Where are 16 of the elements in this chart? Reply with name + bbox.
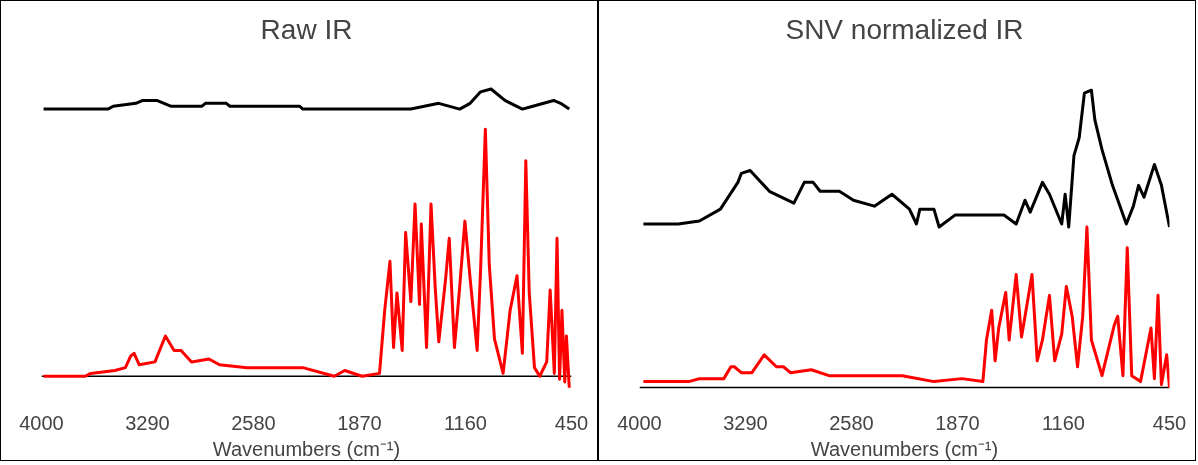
x-tick-label: 3290 [125,411,170,434]
x-tick-label: 4000 [617,411,662,434]
chart-title: SNV normalized IR [785,13,1024,45]
x-tick-label: 1870 [337,411,382,434]
x-tick-label: 450 [1152,411,1187,434]
x-tick-label: 2580 [829,411,874,434]
x-tick-label: 450 [554,411,589,434]
x-tick-label: 3290 [723,411,768,434]
x-tick-label: 1870 [935,411,980,434]
x-tick-label: 1160 [444,411,488,434]
x-axis-title: Wavenumbers (cm⁻¹) [810,437,999,460]
x-tick-label: 1160 [1042,411,1086,434]
chart-title: Raw IR [260,13,353,45]
x-tick-label: 2580 [231,411,276,434]
x-axis-title: Wavenumbers (cm⁻¹) [212,437,401,460]
x-tick-label: 4000 [19,411,64,434]
